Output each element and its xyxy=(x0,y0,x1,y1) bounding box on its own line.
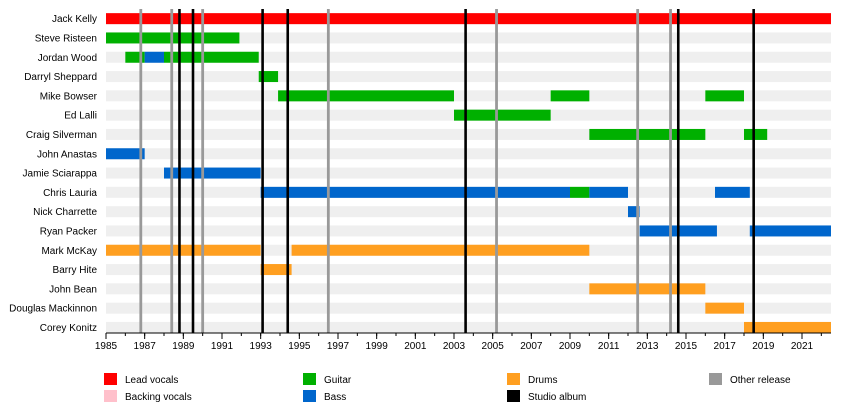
x-tick-label-2007: 2007 xyxy=(520,341,543,352)
member-label-jamie-sciarappa: Jamie Sciarappa xyxy=(23,169,98,180)
bar-mike-bowser-guitar-0 xyxy=(278,90,454,102)
bar-darryl-sheppard-guitar-0 xyxy=(258,71,279,83)
x-tick-label-1987: 1987 xyxy=(134,341,157,352)
row-background-ryan-packer xyxy=(106,225,831,237)
bar-mike-bowser-guitar-2 xyxy=(705,90,744,102)
row-background-john-anastas xyxy=(106,148,831,160)
bar-john-bean-drums-0 xyxy=(589,283,706,295)
bar-douglas-mackinnon-drums-0 xyxy=(705,302,744,314)
legend-label-guitar: Guitar xyxy=(324,375,352,386)
row-background-darryl-sheppard xyxy=(106,71,831,83)
bar-mark-mckay-drums-1 xyxy=(291,244,590,256)
bar-jordan-wood-bass-1 xyxy=(144,51,164,63)
member-labels-layer: Jack Kelly Steve Risteen Jordan Wood Darryl… xyxy=(9,14,97,334)
x-tick-label-2011: 2011 xyxy=(598,341,620,352)
member-label-nick-charrette: Nick Charrette xyxy=(33,207,97,218)
x-tick-label-1989: 1989 xyxy=(172,341,195,352)
bar-barry-hite-drums-0 xyxy=(260,264,292,276)
row-background-john-bean xyxy=(106,283,831,295)
member-label-craig-silverman: Craig Silverman xyxy=(26,130,97,141)
row-background-jamie-sciarappa xyxy=(106,167,831,179)
legend-swatch-studio-album xyxy=(507,390,520,402)
bar-chris-lauria-guitar-1 xyxy=(570,186,590,198)
x-tick-label-1995: 1995 xyxy=(288,341,311,352)
member-label-steve-risteen: Steve Risteen xyxy=(35,33,97,44)
row-background-steve-risteen xyxy=(106,32,831,44)
x-tick-label-1997: 1997 xyxy=(327,341,350,352)
x-tick-label-2017: 2017 xyxy=(714,341,737,352)
bar-jordan-wood-guitar-0 xyxy=(125,51,145,63)
legend-label-other-release: Other release xyxy=(730,375,791,386)
release-lines-layer xyxy=(139,9,755,333)
x-tick-label-2015: 2015 xyxy=(675,341,698,352)
member-label-mark-mckay: Mark McKay xyxy=(41,246,97,257)
member-label-mike-bowser: Mike Bowser xyxy=(40,91,98,102)
row-background-craig-silverman xyxy=(106,128,831,140)
member-label-douglas-mackinnon: Douglas Mackinnon xyxy=(9,304,97,315)
x-tick-label-2005: 2005 xyxy=(482,341,505,352)
legend-swatch-other-release xyxy=(709,373,722,385)
legend-label-bass: Bass xyxy=(324,392,346,403)
bar-jack-kelly-lead-vocals-0 xyxy=(106,13,831,25)
legend-label-drums: Drums xyxy=(528,375,557,386)
bar-chris-lauria-bass-2 xyxy=(589,186,628,198)
bar-nick-charrette-bass-0 xyxy=(628,206,640,218)
x-tick-label-1993: 1993 xyxy=(250,341,273,352)
x-tick-label-1991: 1991 xyxy=(211,341,234,352)
legend-label-lead-vocals: Lead vocals xyxy=(125,375,178,386)
member-label-ed-lalli: Ed Lalli xyxy=(64,111,97,122)
x-tick-label-1985: 1985 xyxy=(95,341,118,352)
member-label-corey-konitz: Corey Konitz xyxy=(40,323,97,334)
legend: Lead vocals Backing vocals Guitar Bass Drums… xyxy=(104,373,791,403)
legend-swatch-lead-vocals xyxy=(104,373,117,385)
bar-ryan-packer-bass-1 xyxy=(749,225,831,237)
x-tick-label-2021: 2021 xyxy=(791,341,814,352)
x-tick-label-2009: 2009 xyxy=(559,341,582,352)
row-background-nick-charrette xyxy=(106,206,831,218)
member-label-john-anastas: John Anastas xyxy=(37,149,97,160)
x-axis: 1985 1987 1989 1991 1993 1995 1997 1999 2001 2003… xyxy=(95,332,831,352)
member-label-john-bean: John Bean xyxy=(49,284,97,295)
x-tick-label-2019: 2019 xyxy=(752,341,775,352)
legend-label-backing-vocals: Backing vocals xyxy=(125,392,192,403)
bar-mike-bowser-guitar-1 xyxy=(550,90,590,102)
legend-label-studio-album: Studio album xyxy=(528,392,586,403)
row-background-corey-konitz xyxy=(106,321,831,333)
bar-mark-mckay-drums-0 xyxy=(106,244,261,256)
bar-ed-lalli-guitar-0 xyxy=(454,109,551,121)
legend-swatch-bass xyxy=(303,390,316,402)
legend-swatch-drums xyxy=(507,373,520,385)
member-label-ryan-packer: Ryan Packer xyxy=(40,226,98,237)
legend-swatch-backing-vocals xyxy=(104,390,117,402)
member-label-jack-kelly: Jack Kelly xyxy=(52,14,97,25)
legend-swatch-guitar xyxy=(303,373,316,385)
row-background-mike-bowser xyxy=(106,90,831,102)
bar-chris-lauria-bass-3 xyxy=(715,186,750,198)
x-tick-label-2001: 2001 xyxy=(404,341,427,352)
x-tick-label-2003: 2003 xyxy=(443,341,466,352)
row-background-jordan-wood xyxy=(106,51,831,63)
member-label-chris-lauria: Chris Lauria xyxy=(43,188,97,199)
bar-craig-silverman-guitar-0 xyxy=(589,128,706,140)
member-label-darryl-sheppard: Darryl Sheppard xyxy=(24,72,97,83)
bar-chris-lauria-bass-0 xyxy=(260,186,570,198)
x-tick-label-1999: 1999 xyxy=(366,341,389,352)
member-label-barry-hite: Barry Hite xyxy=(53,265,98,276)
x-tick-label-2013: 2013 xyxy=(636,341,659,352)
member-label-jordan-wood: Jordan Wood xyxy=(38,53,97,64)
bar-jordan-wood-guitar-2 xyxy=(164,51,259,63)
bar-jamie-sciarappa-bass-0 xyxy=(164,167,261,179)
bar-corey-konitz-drums-0 xyxy=(744,321,831,333)
row-background-douglas-mackinnon xyxy=(106,302,831,314)
row-background-barry-hite xyxy=(106,264,831,276)
bar-craig-silverman-guitar-1 xyxy=(744,128,768,140)
bar-john-anastas-bass-0 xyxy=(106,148,145,160)
